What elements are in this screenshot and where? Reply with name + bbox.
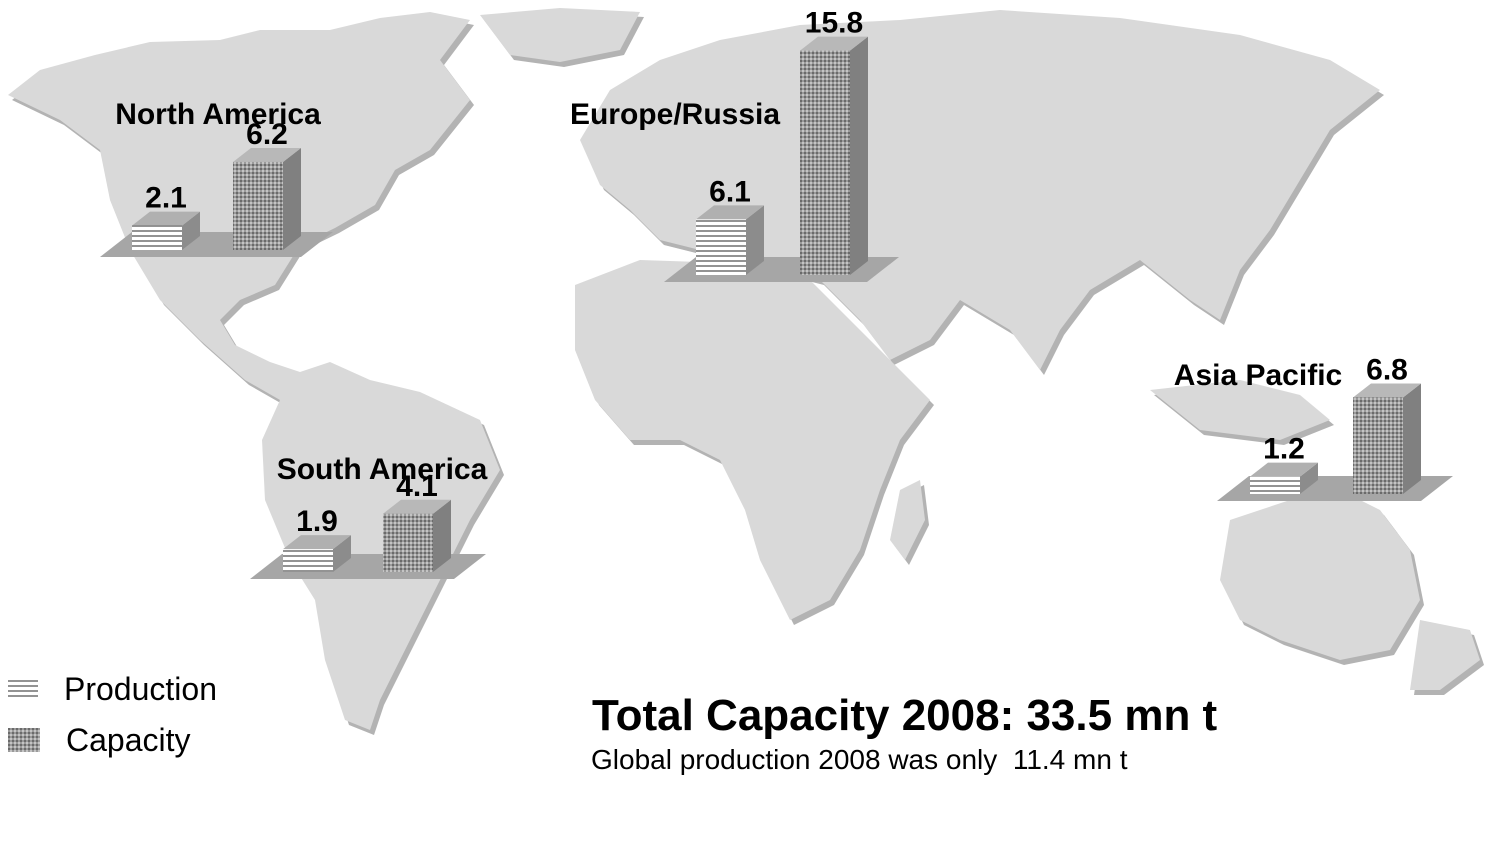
bar-capacity-north-america-top xyxy=(233,147,301,162)
bar-capacity-south-america-side xyxy=(433,499,451,572)
global-production-subtitle: Global production 2008 was only 11.4 mn … xyxy=(591,744,1128,775)
bar-capacity-asia-pacific: 6.8 xyxy=(1353,353,1421,494)
map-land xyxy=(8,8,1480,730)
eurasia xyxy=(580,10,1380,370)
africa xyxy=(575,260,930,620)
new-zealand xyxy=(1410,620,1480,690)
region-south-america-title: South America xyxy=(277,453,488,486)
southeast-asia-islands xyxy=(1150,380,1330,440)
bar-production-asia-pacific-value-label: 1.2 xyxy=(1263,433,1305,466)
bar-capacity-south-america: 4.1 xyxy=(383,470,451,572)
bar-production-south-america-front xyxy=(283,549,333,572)
australia xyxy=(1220,490,1420,660)
bar-capacity-europe-russia-side xyxy=(850,36,868,275)
bar-production-europe-russia-front xyxy=(696,219,746,275)
madagascar xyxy=(890,480,925,560)
legend: Production Capacity xyxy=(8,671,217,758)
bar-capacity-europe-russia-top xyxy=(800,36,868,51)
bar-production-asia-pacific-side xyxy=(1300,462,1318,494)
region-charts: North America 2.1 6.2 Europe/Russia 6.1 15.8 S… xyxy=(100,7,1453,579)
bar-production-europe-russia-top xyxy=(696,205,764,220)
bar-production-south-america-side xyxy=(333,535,351,572)
region-asia-pacific: Asia Pacific 1.2 6.8 xyxy=(1174,353,1453,501)
bar-capacity-north-america: 6.2 xyxy=(233,118,301,250)
bar-capacity-asia-pacific-front xyxy=(1353,397,1403,494)
bar-capacity-europe-russia-value-label: 15.8 xyxy=(805,7,863,40)
bar-capacity-asia-pacific-top xyxy=(1353,383,1421,398)
bar-production-north-america-top xyxy=(132,211,200,226)
bar-production-south-america: 1.9 xyxy=(283,505,351,572)
bar-capacity-south-america-value-label: 4.1 xyxy=(396,470,438,503)
bar-capacity-asia-pacific-side xyxy=(1403,383,1421,494)
total-capacity-title: Total Capacity 2008: 33.5 mn t xyxy=(592,691,1218,740)
bar-production-north-america-side xyxy=(182,211,200,250)
bar-capacity-north-america-value-label: 6.2 xyxy=(246,118,288,151)
region-europe-russia-title: Europe/Russia xyxy=(570,98,780,131)
bar-production-europe-russia-value-label: 6.1 xyxy=(709,175,751,208)
region-asia-pacific-title: Asia Pacific xyxy=(1174,359,1342,392)
bar-production-asia-pacific-front xyxy=(1250,476,1300,494)
greenland xyxy=(480,8,640,62)
bar-production-north-america: 2.1 xyxy=(132,182,200,250)
bar-capacity-europe-russia: 15.8 xyxy=(800,7,868,275)
bar-capacity-north-america-front xyxy=(233,161,283,250)
bar-capacity-europe-russia-front xyxy=(800,50,850,275)
bar-production-europe-russia: 6.1 xyxy=(696,175,764,275)
bar-production-asia-pacific-top xyxy=(1250,462,1318,477)
bar-production-europe-russia-side xyxy=(746,205,764,275)
bar-production-south-america-value-label: 1.9 xyxy=(296,505,338,538)
north-south-america xyxy=(8,12,500,730)
bar-production-north-america-value-label: 2.1 xyxy=(145,182,187,215)
bar-production-asia-pacific: 1.2 xyxy=(1250,433,1318,494)
legend-production-swatch xyxy=(8,678,38,700)
bar-capacity-north-america-side xyxy=(283,147,301,250)
bar-capacity-south-america-front xyxy=(383,513,433,572)
region-south-america: South America 1.9 4.1 xyxy=(250,453,488,579)
legend-production-label: Production xyxy=(64,671,217,707)
region-europe-russia: Europe/Russia 6.1 15.8 xyxy=(570,7,899,282)
region-north-america-title: North America xyxy=(115,98,321,131)
bar-capacity-south-america-top xyxy=(383,499,451,514)
bar-production-south-america-top xyxy=(283,535,351,550)
bar-production-north-america-front xyxy=(132,225,182,250)
region-north-america: North America 2.1 6.2 xyxy=(100,98,333,257)
bar-capacity-asia-pacific-value-label: 6.8 xyxy=(1366,353,1408,386)
legend-capacity-swatch xyxy=(8,728,40,752)
legend-capacity-label: Capacity xyxy=(66,722,191,758)
